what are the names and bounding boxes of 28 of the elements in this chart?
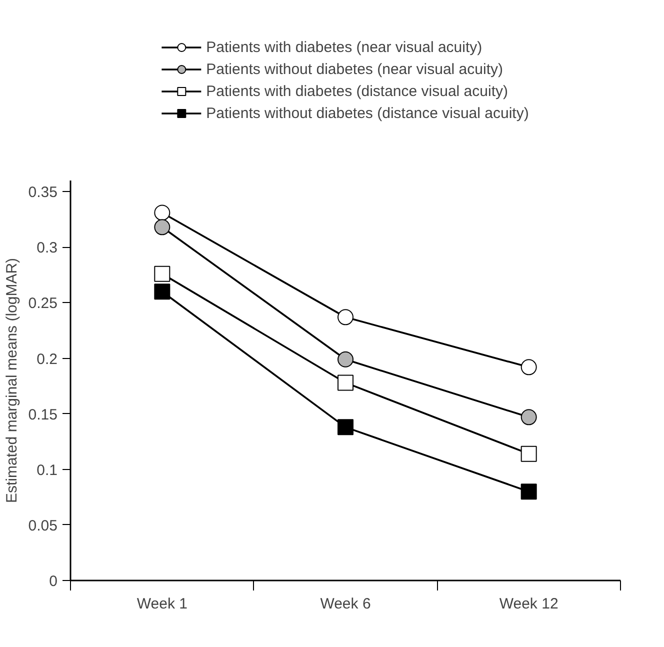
x-tick-label: Week 1: [136, 596, 188, 612]
point: [338, 309, 354, 326]
y-tick-label: 0.2: [36, 350, 58, 368]
x-tick-label: Week 6: [320, 596, 371, 612]
y-axis-title: Estimated marginal means (logMAR): [3, 258, 20, 504]
y-tick-label: 0.1: [36, 462, 58, 479]
y-tick-label: 0: [49, 573, 58, 590]
point: [154, 284, 170, 300]
point: [338, 419, 354, 436]
point: [520, 484, 537, 500]
y-tick-label: 0.35: [28, 184, 58, 202]
point: [338, 374, 354, 391]
y-tick-label: 0.3: [36, 240, 58, 257]
legend-label: Patients without diabetes (distance visual acuity): [206, 104, 529, 122]
legend-label: Patients with diabetes (distance visual acuity): [206, 82, 508, 100]
point: [154, 204, 170, 221]
y-tick-label: 0.05: [28, 517, 58, 534]
point: [520, 446, 537, 462]
y-tick-label: 0.25: [28, 295, 58, 312]
legend-label: Patients without diabetes (near visual acuity): [206, 60, 503, 78]
point: [154, 219, 170, 236]
legend-label: Patients with diabetes (near visual acuity): [206, 38, 482, 56]
point: [338, 351, 354, 368]
point: [520, 359, 537, 376]
point: [520, 409, 537, 426]
point: [154, 266, 170, 282]
y-tick-label: 0.15: [28, 406, 58, 424]
x-tick-label: Week 12: [499, 596, 558, 612]
